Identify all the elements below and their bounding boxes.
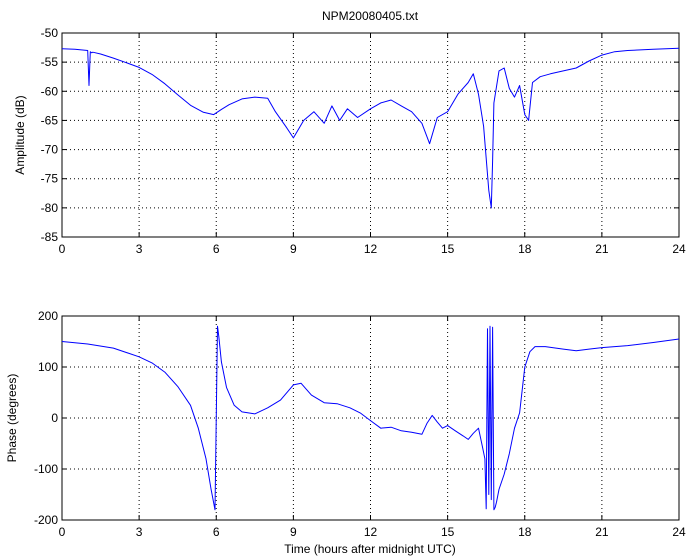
phase-x-tick-label: 12: [364, 525, 378, 539]
amplitude-x-tick-label: 24: [672, 242, 686, 256]
amplitude-x-tick-label: 9: [290, 242, 297, 256]
phase-y-tick-label: -200: [34, 513, 58, 527]
amplitude-x-tick-label: 12: [364, 242, 378, 256]
phase-series-line: [61, 325, 680, 511]
phase-tick-labels: 0 3 6 9 12 15 18 21 24 -200 -100 0 100 200: [34, 309, 686, 539]
phase-x-tick-label: 18: [518, 525, 532, 539]
phase-y-tick-label: 100: [38, 360, 58, 374]
amplitude-x-tick-label: 18: [518, 242, 532, 256]
amplitude-x-tick-label: 21: [595, 242, 609, 256]
amplitude-tick-labels: 0 3 6 9 12 15 18 21 24 -85 -80 -75 -70 -65 -60 -55 -50: [41, 26, 686, 256]
amplitude-series: [61, 47, 680, 209]
phase-x-tick-label: 0: [59, 525, 66, 539]
chart-title: NPM20080405.txt: [322, 9, 419, 23]
phase-y-tick-label: -100: [34, 462, 58, 476]
phase-x-tick-label: 3: [136, 525, 143, 539]
amplitude-y-tick-label: -85: [41, 230, 59, 244]
amplitude-y-tick-label: -50: [41, 26, 59, 40]
phase-y-axis-label: Phase (degrees): [5, 374, 19, 463]
amplitude-series-line: [61, 47, 680, 209]
amplitude-y-axis-label: Amplitude (dB): [13, 95, 27, 174]
amplitude-y-tick-label: -60: [41, 84, 59, 98]
amplitude-x-tick-label: 15: [441, 242, 455, 256]
phase-y-tick-label: 200: [38, 309, 58, 323]
amplitude-plot: 0 3 6 9 12 15 18 21 24 -85 -80 -75 -70 -65 -60 -55 -50 N…: [13, 9, 686, 256]
phase-grid: [62, 316, 679, 520]
amplitude-y-tick-label: -65: [41, 113, 59, 127]
phase-x-tick-label: 21: [595, 525, 609, 539]
phase-x-tick-label: 24: [672, 525, 686, 539]
amplitude-plot-area: [61, 32, 680, 238]
phase-x-tick-label: 9: [290, 525, 297, 539]
phase-x-tick-label: 15: [441, 525, 455, 539]
amplitude-y-tick-label: -55: [41, 55, 59, 69]
amplitude-y-tick-label: -75: [41, 172, 59, 186]
amplitude-grid: [62, 33, 679, 237]
amplitude-x-tick-label: 6: [213, 242, 220, 256]
amplitude-x-tick-label: 3: [136, 242, 143, 256]
phase-x-axis-label: Time (hours after midnight UTC): [284, 542, 456, 556]
phase-plot: 0 3 6 9 12 15 18 21 24 -200 -100 0 100 200 Time (hour…: [5, 309, 686, 556]
phase-y-tick-label: 0: [51, 411, 58, 425]
phase-ticks: [61, 315, 680, 521]
amplitude-y-tick-label: -70: [41, 143, 59, 157]
amplitude-ticks: [61, 32, 680, 238]
amplitude-x-tick-label: 0: [59, 242, 66, 256]
phase-x-tick-label: 6: [213, 525, 220, 539]
amplitude-y-tick-label: -80: [41, 201, 59, 215]
phase-series: [61, 325, 680, 511]
